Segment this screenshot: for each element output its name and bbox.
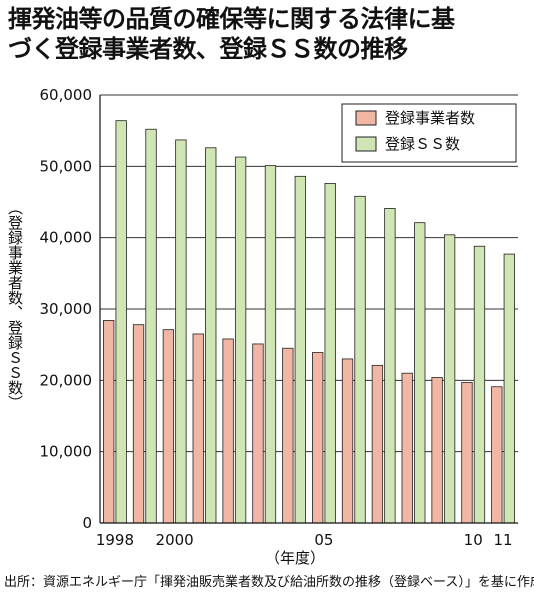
bar-registered-ss bbox=[145, 128, 157, 524]
bar-registered-ss bbox=[294, 175, 306, 524]
bar-registered-businesses bbox=[132, 324, 145, 524]
bar-registered-businesses bbox=[282, 347, 294, 524]
bar-registered-businesses bbox=[103, 320, 115, 524]
bar-registered-businesses bbox=[401, 372, 413, 524]
bar-registered-ss bbox=[354, 195, 366, 524]
bar-registered-businesses bbox=[222, 338, 234, 524]
bar-registered-ss bbox=[264, 165, 277, 524]
bar-registered-businesses bbox=[461, 382, 473, 524]
y-tick-label: 0 bbox=[82, 514, 92, 532]
x-tick-label: 11 bbox=[494, 531, 513, 549]
bar-registered-businesses bbox=[192, 333, 204, 524]
bar-registered-ss bbox=[503, 253, 515, 524]
bar-registered-businesses bbox=[162, 329, 175, 524]
y-tick-label: 60,000 bbox=[40, 86, 93, 104]
bar-registered-businesses bbox=[312, 352, 324, 524]
legend-label-registered-ss: 登録ＳＳ数 bbox=[385, 135, 460, 153]
bar-registered-ss bbox=[175, 139, 187, 524]
bar-registered-businesses bbox=[491, 386, 503, 524]
y-tick-label: 10,000 bbox=[40, 443, 93, 461]
y-tick-labels: 0 10,000 20,000 30,000 40,000 50,000 60,000 bbox=[40, 86, 93, 532]
bar-registered-businesses bbox=[371, 364, 384, 524]
legend-swatch-registered-ss bbox=[355, 136, 377, 152]
bar-registered-ss bbox=[115, 120, 127, 524]
bar-registered-ss bbox=[234, 156, 247, 524]
x-tick-label: 1998 bbox=[96, 531, 134, 549]
bar-registered-ss bbox=[384, 208, 396, 524]
bars bbox=[103, 120, 515, 524]
bar-registered-businesses bbox=[252, 343, 264, 524]
bar-registered-businesses bbox=[431, 377, 443, 524]
bar-registered-ss bbox=[473, 245, 486, 524]
source-note: 出所：資源エネルギー庁「揮発油販売業者数及び給油所数の推移（登録ベース）」を基に… bbox=[4, 575, 534, 590]
chart-title: 揮発油等の品質の確保等に関する法律に基 づく登録事業者数、登録ＳＳ数の推移 bbox=[8, 5, 455, 63]
legend-label-registered-businesses: 登録事業者数 bbox=[385, 109, 475, 127]
y-tick-label: 50,000 bbox=[40, 157, 93, 175]
y-tick-label: 20,000 bbox=[40, 371, 93, 389]
x-tick-label: 05 bbox=[314, 531, 333, 549]
bar-registered-ss bbox=[443, 234, 456, 524]
bar-registered-ss bbox=[205, 147, 217, 524]
x-tick-label: 2000 bbox=[156, 531, 194, 549]
legend-swatch-registered-businesses bbox=[355, 110, 377, 126]
bar-registered-ss bbox=[324, 183, 336, 524]
y-axis-label: （登録事業者数、登録ＳＳ数） bbox=[6, 200, 24, 410]
y-tick-label: 40,000 bbox=[40, 229, 93, 247]
axes bbox=[99, 95, 518, 524]
bar-registered-ss bbox=[414, 222, 426, 524]
legend: 登録事業者数 登録ＳＳ数 bbox=[341, 103, 517, 163]
x-tick-label: 10 bbox=[464, 531, 483, 549]
x-tick-labels: 1998 2000 05 10 11 bbox=[96, 531, 513, 549]
x-axis-label: （年度） bbox=[265, 549, 325, 567]
y-tick-label: 30,000 bbox=[40, 300, 93, 318]
bar-registered-businesses bbox=[341, 358, 354, 524]
